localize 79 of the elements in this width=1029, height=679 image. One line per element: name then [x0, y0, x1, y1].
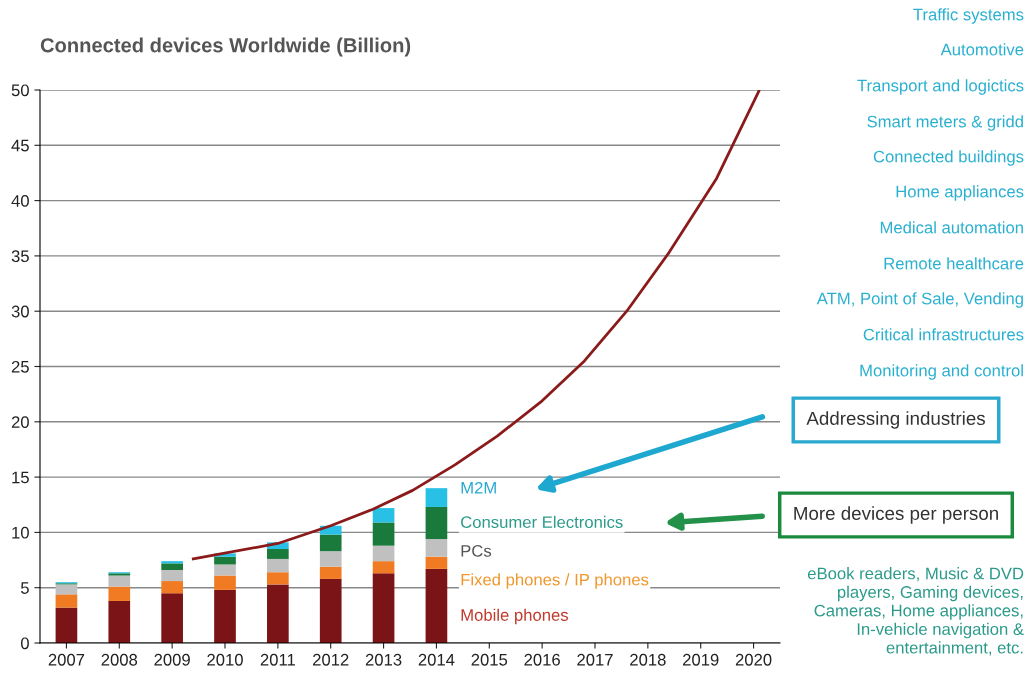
bar: [372, 545, 395, 562]
bar: [161, 581, 183, 594]
text: ATM, Point of Sale, Vending: [816, 292, 1023, 308]
x-tick-label: 2020: [735, 653, 772, 666]
bar: [372, 573, 395, 643]
bar: [267, 584, 289, 643]
y-tick-label: 50: [11, 84, 29, 97]
x-tick-label: 2012: [313, 653, 349, 666]
bar: [161, 593, 183, 643]
series-label: PCs: [461, 544, 492, 557]
y-tick-label: 0: [20, 637, 29, 650]
text: Remote healthcare: [884, 257, 1024, 270]
x-tick-label: 2017: [577, 653, 613, 666]
x-tick-label: 2018: [630, 653, 666, 666]
bar: [214, 575, 236, 590]
x-tick-label: 2015: [471, 653, 508, 666]
bar: [267, 558, 289, 573]
x-tick-label: 2007: [48, 653, 85, 666]
bar: [161, 561, 183, 564]
bar: [214, 556, 236, 565]
x-tick-label: 2011: [260, 653, 295, 666]
text: Addressing industries: [806, 411, 985, 429]
y-tick-label: 15: [12, 471, 29, 484]
bar: [108, 600, 131, 643]
chart-title: Connected devices Worldwide (Billion): [40, 37, 411, 57]
bar: [319, 534, 342, 552]
text: Automotive: [940, 43, 1024, 56]
text: Medical automation: [880, 221, 1023, 234]
bar: [108, 586, 131, 601]
y-tick-label: 5: [20, 582, 29, 594]
text: Home appliances: [896, 185, 1024, 201]
text: Transport and logictics: [857, 79, 1024, 95]
bar: [267, 548, 289, 559]
bar: [161, 570, 183, 582]
text: Smart meters & gridd: [867, 115, 1023, 131]
text: Connected buildings: [873, 150, 1024, 166]
y-tick-label: 35: [11, 250, 29, 263]
bar: [214, 564, 236, 576]
series-label: M2M: [461, 481, 496, 494]
text: eBook readers, Music & DVD players, Gaming devices, Cameras, Home appliances, In-vehicle navigation & entertainment, etc.: [807, 567, 1024, 656]
text: Traffic systems: [913, 8, 1024, 24]
bar: [372, 561, 395, 574]
bar: [319, 578, 342, 643]
bar: [267, 572, 289, 585]
text: Critical infrastructures: [863, 328, 1024, 341]
y-tick-label: 25: [11, 360, 29, 373]
bar: [55, 607, 78, 643]
bar: [425, 506, 448, 540]
y-tick-label: 45: [11, 139, 29, 152]
series-label: Consumer Electronics: [461, 515, 623, 529]
bar: [425, 539, 448, 557]
text: More devices per person: [794, 506, 998, 524]
x-tick-label: 2008: [101, 653, 138, 666]
bar: [55, 584, 78, 595]
line-series: [191, 90, 761, 561]
y-tick-label: 40: [11, 195, 29, 207]
bar: [425, 556, 448, 569]
y-tick-label: 30: [11, 305, 29, 318]
bar: [161, 563, 183, 570]
x-tick-label: 2013: [365, 653, 402, 666]
series-label: Fixed phones / IP phones: [461, 573, 649, 589]
series-label: Mobile phones: [461, 608, 569, 625]
bar: [108, 575, 131, 587]
bar: [319, 566, 342, 579]
y-tick-label: 20: [11, 416, 29, 428]
x-tick-label: 2014: [418, 653, 455, 666]
text: Monitoring and control: [860, 364, 1023, 380]
y-tick-label: 10: [12, 526, 29, 539]
x-tick-label: 2009: [154, 653, 190, 666]
bar: [214, 589, 236, 643]
bar: [319, 551, 342, 567]
bar: [55, 594, 78, 608]
x-tick-label: 2019: [683, 653, 719, 666]
x-tick-label: 2010: [207, 653, 243, 666]
bar: [372, 508, 395, 523]
bar: [372, 522, 395, 546]
x-tick-label: 2016: [524, 653, 560, 666]
bar: [425, 568, 448, 643]
bar: [425, 488, 448, 507]
